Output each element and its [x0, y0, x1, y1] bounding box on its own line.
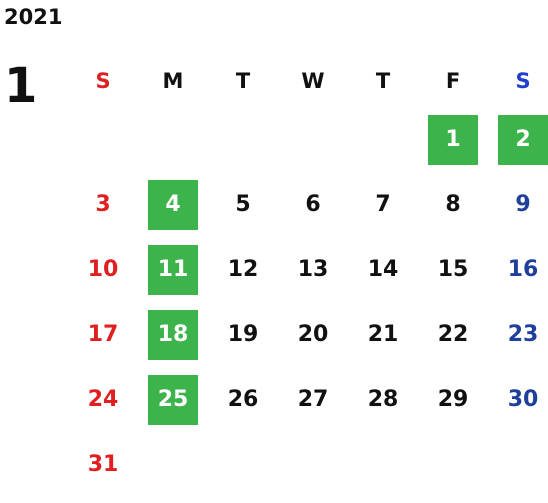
- day-number: 21: [367, 322, 399, 347]
- day-number: 25: [157, 387, 189, 412]
- day-cell: 16: [488, 237, 548, 302]
- day-cell: [208, 107, 278, 172]
- day-cell: 22: [418, 302, 488, 367]
- day-number: 13: [297, 257, 329, 282]
- day-number: 3: [95, 192, 111, 217]
- day-cell: [278, 432, 348, 497]
- weekday-header-saturday: S: [515, 69, 531, 93]
- day-number: 6: [305, 192, 321, 217]
- day-number: 4: [165, 192, 181, 217]
- year-label: 2021: [4, 5, 63, 29]
- day-number: 1: [445, 127, 461, 152]
- day-number: 9: [515, 192, 531, 217]
- day-cell-highlighted: 2: [488, 107, 548, 172]
- day-number: 16: [507, 257, 539, 282]
- day-cell: 21: [348, 302, 418, 367]
- day-cell-highlighted: 18: [138, 302, 208, 367]
- day-cell: 8: [418, 172, 488, 237]
- day-number: 30: [507, 387, 539, 412]
- day-number: 28: [367, 387, 399, 412]
- day-number: 12: [227, 257, 259, 282]
- day-number: 11: [157, 257, 189, 282]
- day-cell: 30: [488, 367, 548, 432]
- day-cell: 14: [348, 237, 418, 302]
- day-cell: 15: [418, 237, 488, 302]
- day-number: 24: [87, 387, 119, 412]
- day-cell: 13: [278, 237, 348, 302]
- highlight-box: 4: [148, 179, 198, 230]
- day-cell-highlighted: 25: [138, 367, 208, 432]
- day-number: 19: [227, 322, 259, 347]
- day-number: 7: [375, 192, 391, 217]
- day-cell: [138, 107, 208, 172]
- day-cell: 12: [208, 237, 278, 302]
- day-number: 2: [515, 127, 531, 152]
- highlight-box: 18: [148, 309, 198, 360]
- weekday-header-friday: F: [445, 69, 461, 93]
- highlight-box: 11: [148, 244, 198, 295]
- day-number: 17: [87, 322, 119, 347]
- day-cell: 28: [348, 367, 418, 432]
- day-cell: [208, 432, 278, 497]
- day-number: 27: [297, 387, 329, 412]
- highlight-box: 25: [148, 374, 198, 425]
- day-cell: 24: [68, 367, 138, 432]
- day-cell: 6: [278, 172, 348, 237]
- day-cell: [278, 107, 348, 172]
- day-cell: 26: [208, 367, 278, 432]
- day-cell: [488, 432, 548, 497]
- calendar-grid: S M T W T F S 1 2 3 4 5 6 7 8 9 10 11 12…: [68, 55, 548, 497]
- day-number: 22: [437, 322, 469, 347]
- day-cell: 9: [488, 172, 548, 237]
- highlight-box: 2: [498, 114, 548, 165]
- day-number: 23: [507, 322, 539, 347]
- weekday-header-wednesday: W: [301, 69, 325, 93]
- day-number: 14: [367, 257, 399, 282]
- day-cell: [348, 432, 418, 497]
- day-cell: [418, 432, 488, 497]
- weekday-header-monday: M: [162, 69, 184, 93]
- day-cell: 20: [278, 302, 348, 367]
- day-number: 5: [235, 192, 251, 217]
- day-cell: 29: [418, 367, 488, 432]
- day-number: 8: [445, 192, 461, 217]
- day-cell: 17: [68, 302, 138, 367]
- day-cell: 5: [208, 172, 278, 237]
- day-cell: [68, 107, 138, 172]
- day-cell: 19: [208, 302, 278, 367]
- day-number: 18: [157, 322, 189, 347]
- day-number: 15: [437, 257, 469, 282]
- weekday-header-tuesday: T: [235, 69, 251, 93]
- day-cell-highlighted: 11: [138, 237, 208, 302]
- day-cell: 10: [68, 237, 138, 302]
- day-cell: 3: [68, 172, 138, 237]
- day-cell: [348, 107, 418, 172]
- day-number: 31: [87, 452, 119, 477]
- day-cell: 31: [68, 432, 138, 497]
- day-number: 20: [297, 322, 329, 347]
- day-number: 26: [227, 387, 259, 412]
- day-cell: 23: [488, 302, 548, 367]
- day-cell: [138, 432, 208, 497]
- day-cell-highlighted: 4: [138, 172, 208, 237]
- highlight-box: 1: [428, 114, 478, 165]
- day-cell-highlighted: 1: [418, 107, 488, 172]
- weekday-header-sunday: S: [95, 69, 111, 93]
- day-number: 10: [87, 257, 119, 282]
- day-cell: 7: [348, 172, 418, 237]
- day-cell: 27: [278, 367, 348, 432]
- weekday-header-thursday: T: [375, 69, 391, 93]
- day-number: 29: [437, 387, 469, 412]
- month-label: 1: [4, 58, 38, 114]
